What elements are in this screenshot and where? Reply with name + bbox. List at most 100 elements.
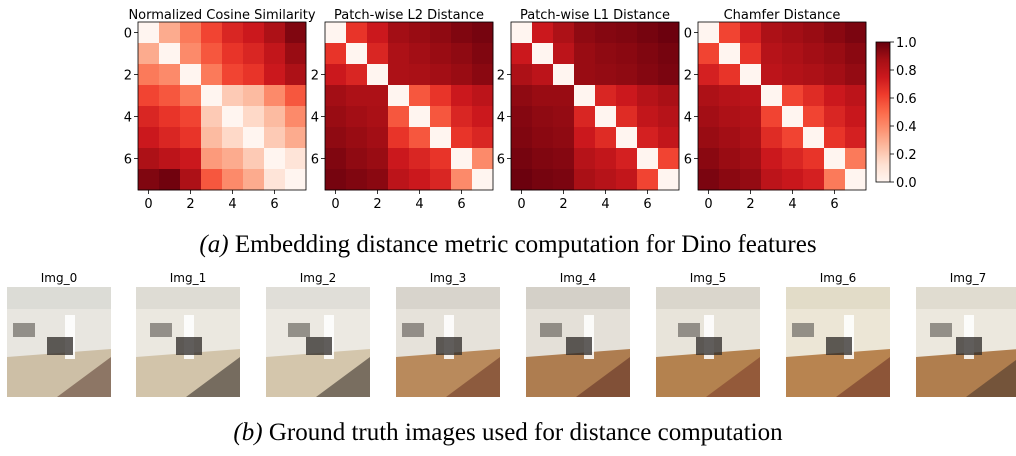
heatmap-cell <box>451 43 473 65</box>
x-tick-label: 4 <box>788 197 796 212</box>
heatmap-cell <box>409 106 431 128</box>
heatmap-cell <box>616 169 638 191</box>
heatmap-cell <box>222 148 244 170</box>
heatmap-cell <box>201 106 223 128</box>
heatmap-cell <box>511 64 533 86</box>
heatmap-cell <box>409 127 431 149</box>
heatmap-cell <box>845 127 867 149</box>
heatmap-cell <box>824 43 846 65</box>
ground-truth-image: Img_4 <box>526 271 630 397</box>
heatmap-cell <box>740 169 762 191</box>
heatmap-title: Normalized Cosine Similarity <box>128 8 315 23</box>
heatmap-cell <box>159 85 181 107</box>
heatmap-cell <box>472 169 494 191</box>
heatmap-cell <box>698 127 720 149</box>
heatmap-title: Patch-wise L1 Distance <box>520 8 670 23</box>
heatmap-cell <box>430 127 452 149</box>
heatmap-cell <box>824 106 846 128</box>
heatmap-cell <box>532 106 554 128</box>
heatmap-cell <box>285 127 307 149</box>
heatmap-cell <box>243 85 265 107</box>
image-label: Img_0 <box>41 271 77 285</box>
heatmap-title: Patch-wise L2 Distance <box>334 8 484 23</box>
heatmap-cell <box>698 148 720 170</box>
heatmap-cell <box>201 43 223 65</box>
colorbar-tick-label: 0.0 <box>896 176 917 191</box>
heatmap-cell <box>511 148 533 170</box>
heatmap-cell <box>553 169 575 191</box>
heatmap-cell <box>367 106 389 128</box>
heatmap-cell <box>201 169 223 191</box>
heatmap-cell <box>201 22 223 44</box>
heatmap-cell <box>264 43 286 65</box>
ground-truth-image: Img_5 <box>656 271 760 397</box>
heatmap-cell <box>430 169 452 191</box>
y-tick-label: 6 <box>124 153 132 168</box>
heatmap-cell <box>409 64 431 86</box>
y-tick-label: 2 <box>311 69 319 84</box>
heatmap-cell <box>574 43 596 65</box>
heatmap-cell <box>616 22 638 44</box>
heatmap-frame <box>510 21 680 191</box>
heatmap-cell <box>159 169 181 191</box>
x-tick-label: 2 <box>373 197 381 212</box>
x-tick-label: 0 <box>704 197 712 212</box>
y-tick-label: 4 <box>311 111 319 126</box>
y-tick-label: 0 <box>124 27 132 42</box>
heatmap-cell <box>511 85 533 107</box>
heatmap-cell <box>698 43 720 65</box>
heatmap-cell <box>782 22 804 44</box>
heatmap-cell <box>511 22 533 44</box>
heatmap-cell <box>574 148 596 170</box>
image-label: Img_5 <box>690 271 726 285</box>
heatmap-cell <box>264 148 286 170</box>
heatmap-cell <box>511 106 533 128</box>
heatmap-cell <box>658 127 680 149</box>
heatmap-cell <box>803 169 825 191</box>
heatmap-cell <box>388 127 410 149</box>
heatmap-cell <box>138 64 160 86</box>
heatmap-cell <box>803 43 825 65</box>
heatmap-cell <box>180 43 202 65</box>
x-tick-label: 4 <box>415 197 423 212</box>
ground-truth-image: Img_6 <box>786 271 890 397</box>
heatmap-cell <box>285 148 307 170</box>
heatmap-cell <box>430 85 452 107</box>
heatmap-cell <box>658 22 680 44</box>
heatmap-cell <box>138 148 160 170</box>
image-label: Img_2 <box>300 271 336 285</box>
heatmap-cell <box>201 85 223 107</box>
heatmap-cell <box>574 169 596 191</box>
caption-b-text: Ground truth images used for distance co… <box>263 419 784 446</box>
heatmap-cell <box>138 169 160 191</box>
heatmap-cell <box>243 64 265 86</box>
heatmap-cell <box>761 64 783 86</box>
colorbar-tick-label: 0.6 <box>896 92 917 107</box>
heatmap-cell <box>698 169 720 191</box>
heatmap-cell <box>553 148 575 170</box>
heatmap-cell <box>845 22 867 44</box>
heatmap-cell <box>637 127 659 149</box>
heatmap-cell <box>451 148 473 170</box>
heatmap-cell <box>285 169 307 191</box>
heatmap-cell <box>824 169 846 191</box>
heatmap-cell <box>472 64 494 86</box>
heatmap-cell <box>346 148 368 170</box>
heatmap-cell <box>222 106 244 128</box>
heatmap-cell <box>367 127 389 149</box>
y-tick-label: 4 <box>684 111 692 126</box>
heatmap-frame <box>137 21 307 191</box>
x-tick-label: 2 <box>559 197 567 212</box>
heatmap-cell <box>180 85 202 107</box>
heatmap-cell <box>346 43 368 65</box>
heatmap-cell <box>180 64 202 86</box>
heatmap-cell <box>637 64 659 86</box>
heatmap-cell <box>740 64 762 86</box>
heatmap-cell <box>430 43 452 65</box>
heatmap-cell <box>761 85 783 107</box>
heatmap-cell <box>346 127 368 149</box>
heatmap-cell <box>782 169 804 191</box>
heatmap-cell <box>511 43 533 65</box>
heatmap-panel-2: Patch-wise L1 Distance 0 2 4 6 2 4 6 <box>497 8 680 212</box>
heatmap-cell <box>740 43 762 65</box>
